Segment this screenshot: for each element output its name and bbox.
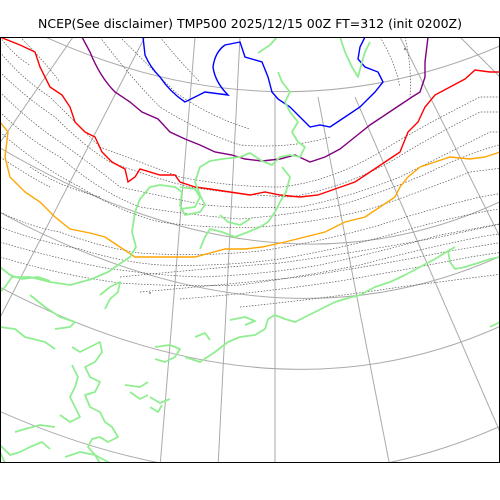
graticule [0, 37, 500, 463]
contour-line [0, 131, 500, 228]
coastline [179, 186, 201, 210]
coastline [489, 321, 500, 328]
coastline [194, 332, 211, 341]
coastlines [0, 37, 500, 463]
coastline [219, 214, 251, 226]
marker-dot [149, 292, 151, 294]
coastline [257, 37, 278, 54]
meridian-line [0, 37, 74, 144]
coastline [154, 344, 181, 363]
contour-line [0, 208, 500, 266]
meridian-line [399, 37, 500, 239]
map-frame [0, 37, 500, 463]
contour-line [404, 37, 411, 98]
small-markers [149, 47, 407, 294]
coastline [184, 246, 456, 363]
contour-line [139, 242, 500, 293]
contour-line [19, 37, 61, 83]
meridian-line [317, 96, 390, 463]
coastline [129, 391, 149, 400]
contour-line [0, 233, 500, 287]
contour-line [0, 193, 500, 255]
coastline [14, 424, 56, 433]
contour-line [179, 252, 500, 300]
orange-isotherm [0, 121, 500, 258]
coastline [0, 266, 51, 282]
latitude-arc [44, 37, 500, 93]
contour-line [119, 223, 500, 278]
contour-line [379, 37, 401, 88]
contour-line [29, 166, 101, 198]
coastline [99, 281, 121, 310]
meridian-line [217, 37, 241, 463]
coastline [229, 316, 256, 326]
coastline [64, 451, 111, 463]
latitude-arc [0, 410, 500, 463]
contour-line [0, 37, 31, 66]
marker-dot [403, 47, 407, 51]
coastline [0, 71, 306, 293]
coastline [29, 294, 76, 330]
latitude-arc [0, 147, 500, 245]
temperature-contours [0, 37, 500, 308]
meridian-line [0, 37, 146, 319]
coastline [0, 326, 56, 350]
coastline [149, 396, 171, 404]
contour-line [0, 91, 500, 209]
coastline [149, 404, 163, 413]
blue-isotherm [142, 37, 384, 128]
coastline [124, 381, 149, 388]
purple-isotherm [81, 37, 429, 163]
contour-line [0, 156, 51, 188]
contour-line [159, 37, 201, 83]
contour-line [0, 223, 500, 278]
meridian-line [159, 37, 196, 463]
map-title: NCEP(See disclaimer) TMP500 2025/12/15 0… [38, 16, 462, 31]
contour-line [0, 111, 500, 220]
contour-line [0, 71, 500, 198]
coastline [339, 37, 371, 78]
coastline [447, 250, 500, 270]
contour-line [119, 37, 251, 130]
red-isotherm [0, 37, 500, 198]
contour-line [99, 37, 331, 147]
coastline [71, 341, 119, 463]
coastline [59, 364, 81, 423]
coastline [0, 441, 51, 456]
map-border [0, 37, 500, 463]
latitude-arc [0, 211, 500, 299]
coastline [199, 166, 291, 250]
meridian-line [459, 37, 500, 78]
map-canvas [0, 37, 500, 463]
